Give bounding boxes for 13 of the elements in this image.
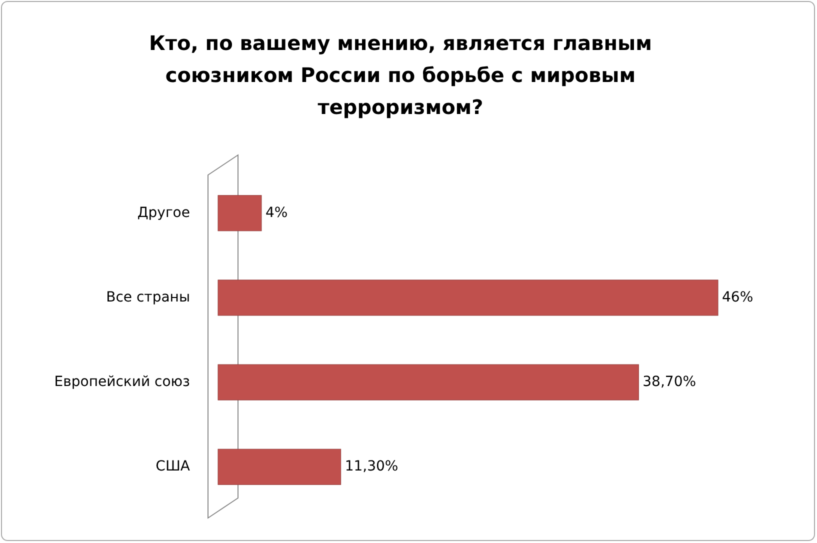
data-label: 4% [265,204,288,221]
y-tick-label: США [156,458,190,475]
y-tick-label: Европейский союз [54,374,190,390]
data-label: 11,30% [344,458,398,475]
chart-title: Кто, по вашему мнению, является главным союзником России по борьбе с мировым терроризмом? [149,31,652,119]
y-tick-label: Все страны [106,290,190,306]
bar [218,364,639,400]
data-label: 46% [722,290,754,306]
y-tick-label: Другое [137,204,190,221]
bar [218,280,718,316]
bar [218,448,342,485]
data-label: 38,70% [642,374,696,390]
bar [218,195,262,232]
